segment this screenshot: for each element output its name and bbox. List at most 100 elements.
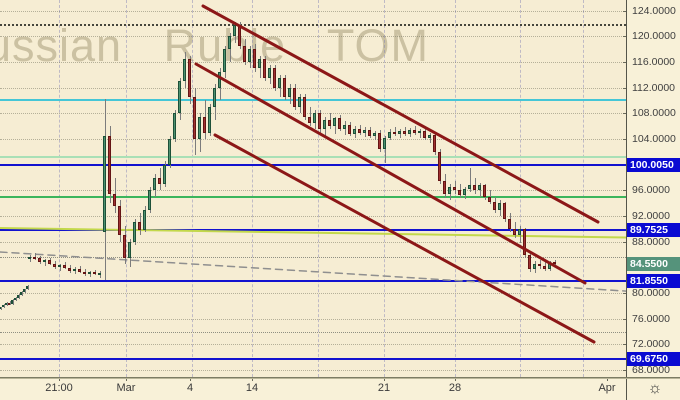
horizontal-gridline: [0, 241, 626, 243]
current-price-badge: 84.5500: [627, 256, 680, 271]
candle: [388, 131, 391, 138]
candle: [78, 268, 81, 272]
candle: [163, 164, 166, 184]
candle: [423, 131, 426, 138]
horizontal-gridline: [0, 318, 626, 320]
candle: [238, 24, 241, 46]
candle: [288, 87, 291, 98]
candle: [248, 49, 251, 62]
candle: [553, 262, 556, 265]
time-axis-tick: [455, 377, 456, 381]
candle: [173, 113, 176, 139]
horizontal-gridline: [0, 61, 626, 63]
horizontal-gridline: [0, 344, 626, 346]
candle: [498, 203, 501, 210]
price-level-line: [0, 24, 626, 27]
intro-candle-wick: [9, 300, 11, 306]
candle: [378, 132, 381, 149]
candle: [48, 260, 51, 264]
intro-candle-wick: [15, 296, 17, 302]
intro-candle: [5, 302, 7, 305]
candle: [278, 78, 281, 88]
candle: [348, 124, 351, 134]
candle: [138, 222, 141, 231]
chart-plot-area[interactable]: ussian Ruble TOM: [0, 0, 626, 377]
candle: [358, 128, 361, 134]
settings-gear-icon[interactable]: ☼: [647, 380, 663, 397]
candle: [458, 190, 461, 196]
horizontal-gridline: [0, 370, 626, 372]
candle: [488, 196, 491, 202]
candle: [218, 71, 221, 88]
price-axis-label: 72.0000: [632, 338, 670, 351]
candle: [108, 135, 111, 194]
time-axis-label: 14: [245, 382, 259, 394]
candle-wick: [44, 259, 46, 267]
candle: [523, 228, 526, 255]
candle: [508, 219, 511, 229]
candle: [428, 135, 431, 138]
intro-candle-wick: [27, 285, 29, 291]
candle: [203, 116, 206, 133]
time-axis-tick: [607, 377, 608, 381]
candle: [193, 97, 196, 139]
intro-candle-wick: [0, 306, 2, 310]
candle: [318, 113, 321, 130]
time-axis-label: 21:00: [45, 382, 73, 394]
price-axis-tick: [623, 113, 627, 115]
candle: [418, 131, 421, 134]
price-level-badge: 81.8550: [627, 274, 680, 289]
candle: [253, 49, 256, 69]
candle: [258, 58, 261, 69]
candle: [438, 151, 441, 181]
candle: [178, 81, 181, 114]
intro-candle: [8, 302, 10, 305]
candle: [338, 118, 341, 129]
time-axis[interactable]: 21:00 Mar 4 14 21 28 Apr: [0, 377, 680, 400]
price-level-line: [0, 195, 626, 198]
intro-candle-wick: [6, 302, 8, 306]
candle: [273, 68, 276, 88]
candle: [73, 268, 76, 272]
price-axis-tick: [623, 241, 627, 243]
time-axis-tick: [384, 377, 385, 381]
axis-vertical-separator: [626, 0, 627, 400]
candle: [153, 177, 156, 191]
price-axis-label: 112.0000: [632, 81, 676, 94]
candle: [103, 135, 106, 233]
candle: [93, 271, 96, 274]
candle: [148, 190, 151, 210]
candle: [513, 228, 516, 236]
candle: [478, 185, 481, 191]
candle: [223, 49, 226, 72]
candle-wick: [34, 253, 36, 260]
candle: [133, 222, 136, 242]
price-level-line: [0, 257, 626, 259]
price-level-badge: 69.6750: [627, 352, 680, 367]
candle: [363, 130, 366, 134]
candle: [233, 24, 236, 37]
candle: [213, 87, 216, 107]
candle: [468, 185, 471, 190]
candle: [243, 45, 246, 62]
price-axis[interactable]: 124.0000 120.0000 116.0000 112.0000 108.0000…: [623, 0, 680, 377]
horizontal-gridline: [0, 138, 626, 140]
candle: [33, 257, 36, 260]
price-axis-label: 104.0000: [632, 132, 676, 145]
candle: [198, 116, 201, 139]
intro-candle-wick: [12, 299, 14, 305]
price-axis-tick: [623, 318, 627, 320]
time-axis-tick: [190, 377, 191, 381]
candle: [43, 260, 46, 263]
candle: [398, 130, 401, 135]
candle: [518, 228, 521, 236]
intro-candle-wick: [21, 291, 23, 297]
candle: [393, 131, 396, 135]
candle: [123, 235, 126, 258]
horizontal-gridline: [0, 190, 626, 192]
candle: [463, 189, 466, 196]
horizontal-gridline: [0, 293, 626, 295]
candle: [143, 209, 146, 231]
candle: [58, 264, 61, 268]
price-level-line: [0, 155, 626, 158]
